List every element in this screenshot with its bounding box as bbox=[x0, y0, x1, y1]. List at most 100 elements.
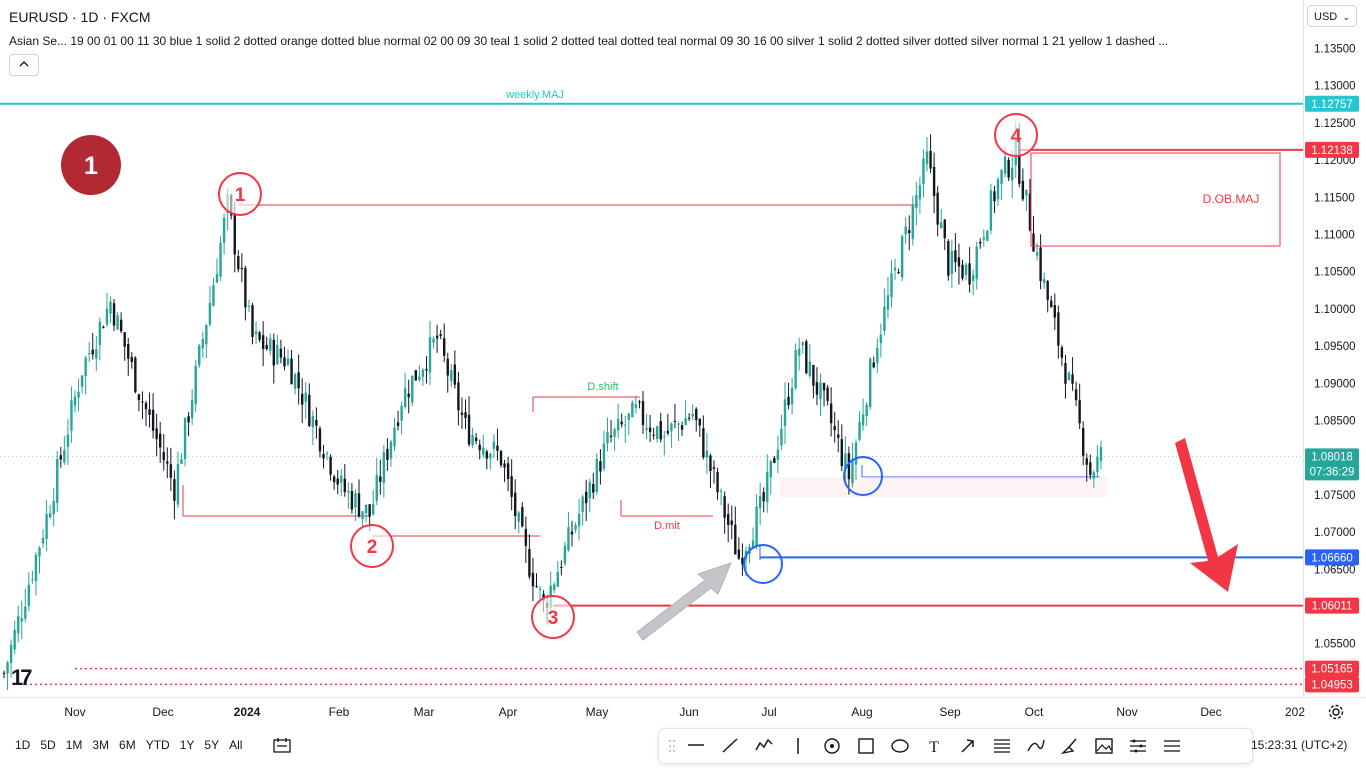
candle-body bbox=[592, 483, 595, 493]
candle-body bbox=[176, 464, 180, 505]
y-tick-label: 1.11500 bbox=[1314, 192, 1355, 204]
candle-body bbox=[595, 458, 599, 492]
candle-body bbox=[787, 396, 790, 406]
candle-body bbox=[645, 427, 648, 430]
arrow-icon[interactable] bbox=[951, 731, 985, 761]
demand-zone[interactable] bbox=[780, 477, 1107, 497]
candle-body bbox=[652, 434, 655, 436]
order-block-box[interactable] bbox=[1030, 152, 1281, 247]
candle-body bbox=[329, 456, 332, 475]
y-tick-label: 1.08500 bbox=[1314, 416, 1356, 428]
candle-body bbox=[702, 428, 705, 458]
candle-body bbox=[297, 372, 300, 389]
candle-body bbox=[925, 151, 929, 164]
candle-body bbox=[198, 345, 201, 366]
candle-body bbox=[599, 461, 602, 472]
drag-handle-icon[interactable] bbox=[665, 731, 679, 761]
collapse-legend-button[interactable] bbox=[9, 54, 39, 76]
circle-icon[interactable] bbox=[815, 731, 849, 761]
image-icon[interactable] bbox=[1087, 731, 1121, 761]
symbol-title[interactable]: EURUSD · 1D · FXCM bbox=[9, 9, 151, 25]
tf-1d[interactable]: 1D bbox=[15, 738, 31, 752]
candle-body bbox=[840, 439, 843, 467]
text-icon[interactable]: T bbox=[917, 731, 951, 761]
candle-body bbox=[411, 375, 414, 403]
candle-body bbox=[1035, 252, 1039, 256]
candle-body bbox=[162, 452, 165, 461]
candle-body bbox=[372, 504, 375, 515]
candle-body bbox=[166, 461, 169, 464]
gear-icon[interactable] bbox=[1327, 703, 1345, 721]
vertical-line-icon[interactable] bbox=[781, 731, 815, 761]
candle-body bbox=[897, 271, 900, 274]
candle-body bbox=[556, 571, 559, 587]
settings-list-icon[interactable] bbox=[1155, 731, 1189, 761]
candle-body bbox=[357, 493, 361, 517]
tf-1m[interactable]: 1M bbox=[65, 738, 83, 752]
swing-point-marker[interactable] bbox=[350, 524, 394, 568]
path-icon[interactable] bbox=[1019, 731, 1053, 761]
candle-body bbox=[968, 263, 971, 285]
candle-body bbox=[553, 584, 556, 590]
candle-body bbox=[613, 429, 616, 437]
candle-body bbox=[709, 455, 712, 471]
tf-5d[interactable]: 5D bbox=[40, 738, 56, 752]
tf-5y[interactable]: 5Y bbox=[204, 738, 220, 752]
tf-3m[interactable]: 3M bbox=[92, 738, 110, 752]
candle-body bbox=[609, 435, 613, 438]
candle-body bbox=[63, 449, 66, 463]
candle-body bbox=[38, 547, 41, 557]
candle-body bbox=[822, 382, 826, 391]
candle-body bbox=[865, 404, 868, 417]
candle-body bbox=[819, 382, 822, 400]
candle-body bbox=[496, 445, 499, 451]
brush-icon[interactable] bbox=[1053, 731, 1087, 761]
candle-body bbox=[730, 520, 733, 525]
calendar-range-icon[interactable] bbox=[273, 737, 292, 753]
candle-body bbox=[911, 204, 914, 239]
y-tick-label: 1.10000 bbox=[1314, 304, 1356, 316]
trend-line-icon[interactable] bbox=[713, 731, 747, 761]
candle-body bbox=[1007, 159, 1010, 178]
tf-1y[interactable]: 1Y bbox=[179, 738, 195, 752]
fib-icon[interactable] bbox=[985, 731, 1019, 761]
red-down-arrow[interactable] bbox=[1175, 438, 1238, 592]
swing-point-marker[interactable] bbox=[218, 172, 262, 216]
retest-marker[interactable] bbox=[743, 544, 783, 584]
candle-body bbox=[247, 305, 251, 307]
ellipse-icon[interactable] bbox=[883, 731, 917, 761]
candle-body bbox=[233, 213, 236, 255]
candle-body bbox=[1000, 170, 1003, 184]
candle-body bbox=[212, 285, 215, 306]
candle-body bbox=[631, 402, 634, 418]
tf-6m[interactable]: 6M bbox=[119, 738, 136, 752]
tf-ytd[interactable]: YTD bbox=[145, 738, 170, 752]
candle-body bbox=[254, 331, 258, 335]
measure-icon[interactable] bbox=[1121, 731, 1155, 761]
candle-body bbox=[386, 448, 389, 460]
candle-body bbox=[1082, 428, 1085, 456]
pattern-icon[interactable] bbox=[747, 731, 781, 761]
candle-body bbox=[414, 370, 417, 381]
indicator-legend[interactable]: Asian Se... 19 00 01 00 11 30 blue 1 sol… bbox=[9, 34, 1169, 48]
y-tick-label: 1.11000 bbox=[1314, 230, 1355, 242]
retest-marker[interactable] bbox=[843, 456, 883, 496]
candle-body bbox=[581, 496, 584, 512]
candle-body bbox=[308, 394, 311, 426]
horizontal-line-icon[interactable] bbox=[679, 731, 713, 761]
candle-body bbox=[1078, 400, 1081, 424]
currency-selector[interactable]: USD ⌄ bbox=[1307, 5, 1357, 27]
gray-up-arrow[interactable] bbox=[636, 562, 732, 641]
candle-body bbox=[900, 236, 904, 278]
rectangle-icon[interactable] bbox=[849, 731, 883, 761]
candle-body bbox=[1028, 193, 1032, 231]
swing-point-marker[interactable] bbox=[531, 595, 575, 639]
candle-body bbox=[293, 374, 297, 389]
x-tick-label: May bbox=[586, 705, 609, 719]
utc-clock[interactable]: 15:23:31 (UTC+2) bbox=[1251, 738, 1348, 752]
tf-all[interactable]: All bbox=[229, 738, 243, 752]
swing-point-marker[interactable] bbox=[994, 113, 1038, 157]
y-tick-label: 1.07500 bbox=[1314, 490, 1356, 502]
candle-body bbox=[403, 388, 407, 408]
